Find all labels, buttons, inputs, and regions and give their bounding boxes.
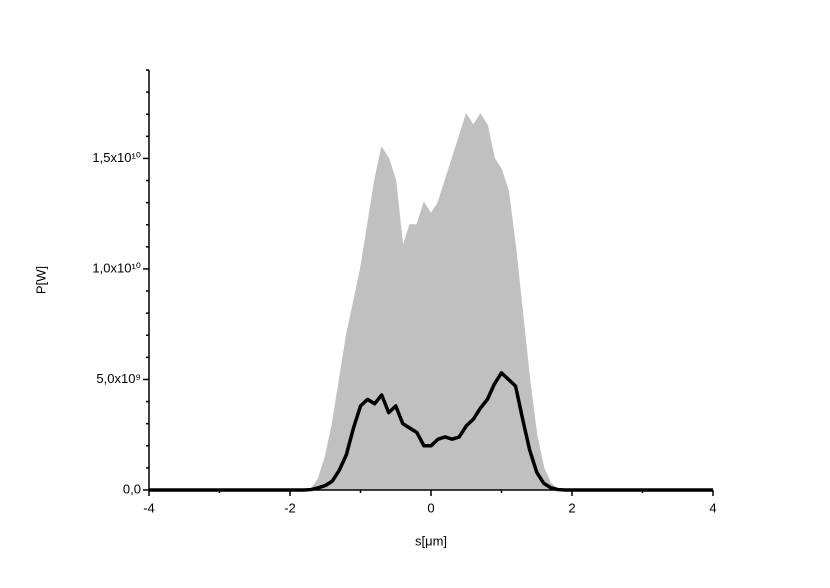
- x-tick-label: -2: [284, 500, 296, 515]
- y-axis-label: P[W]: [33, 266, 48, 294]
- y-tick-label: 1,0x10¹⁰: [92, 260, 141, 275]
- x-tick-label: 0: [427, 500, 434, 515]
- y-tick-label: 0,0: [123, 481, 141, 496]
- x-axis-label: s[μm]: [415, 533, 447, 548]
- y-tick-label: 5,0x10⁹: [96, 371, 141, 386]
- area: [149, 113, 713, 491]
- x-tick-label: -4: [143, 500, 155, 515]
- line: [149, 371, 713, 492]
- x-tick-label: 2: [568, 500, 575, 515]
- y-tick-label: 1,5x10¹⁰: [92, 150, 141, 165]
- x-tick-label: 4: [709, 500, 716, 515]
